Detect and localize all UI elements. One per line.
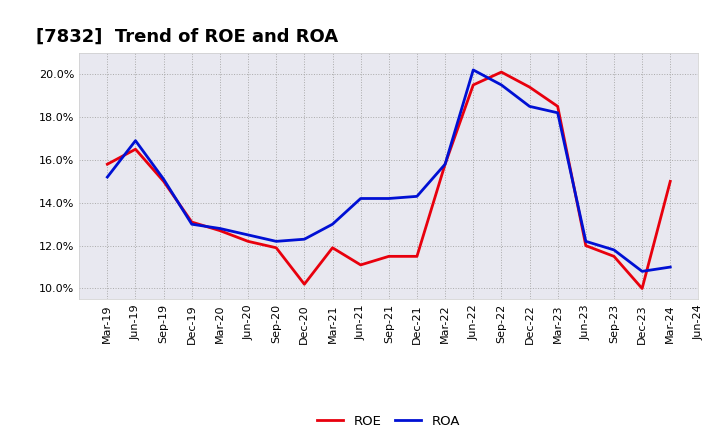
ROA (187, 222, 196, 227)
ROA (103, 174, 112, 180)
ROE (272, 245, 281, 250)
ROE (244, 239, 253, 244)
ROA (497, 82, 505, 88)
ROA (525, 104, 534, 109)
ROA (272, 239, 281, 244)
ROE (131, 147, 140, 152)
ROA (131, 138, 140, 143)
ROE (610, 254, 618, 259)
ROA (610, 247, 618, 253)
ROA (469, 67, 477, 73)
ROE (666, 179, 675, 184)
ROA (413, 194, 421, 199)
Line: ROA: ROA (107, 70, 670, 271)
ROE (187, 220, 196, 225)
ROE (215, 228, 224, 233)
ROE (441, 161, 449, 167)
ROA (582, 239, 590, 244)
ROA (328, 222, 337, 227)
ROA (554, 110, 562, 115)
Text: [7832]  Trend of ROE and ROA: [7832] Trend of ROE and ROA (36, 28, 338, 46)
Line: ROE: ROE (107, 72, 670, 289)
ROE (103, 161, 112, 167)
ROA (300, 237, 309, 242)
ROE (300, 282, 309, 287)
ROA (638, 269, 647, 274)
ROE (525, 84, 534, 90)
ROE (159, 179, 168, 184)
ROE (638, 286, 647, 291)
ROA (384, 196, 393, 201)
ROE (384, 254, 393, 259)
ROE (356, 262, 365, 268)
ROA (215, 226, 224, 231)
ROA (356, 196, 365, 201)
ROA (666, 264, 675, 270)
ROE (582, 243, 590, 248)
Legend: ROE, ROA: ROE, ROA (312, 409, 466, 433)
ROA (441, 161, 449, 167)
ROE (554, 104, 562, 109)
ROE (497, 70, 505, 75)
ROE (469, 82, 477, 88)
ROE (328, 245, 337, 250)
ROE (413, 254, 421, 259)
ROA (244, 232, 253, 238)
ROA (159, 176, 168, 182)
